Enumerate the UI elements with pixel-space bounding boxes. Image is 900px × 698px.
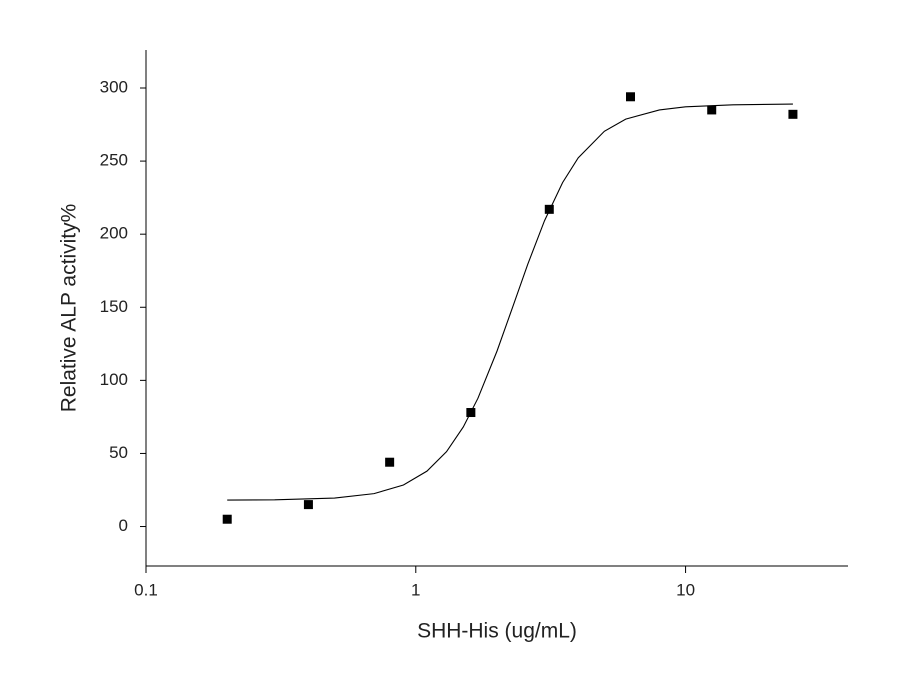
- x-axis-title: SHH-His (ug/mL): [417, 620, 577, 643]
- y-tick-label: 50: [109, 443, 128, 462]
- y-tick-label: 200: [100, 224, 128, 243]
- fit-curve: [227, 103, 793, 501]
- data-point: [303, 500, 313, 510]
- y-tick-label: 150: [100, 297, 128, 316]
- data-point: [788, 109, 798, 119]
- data-point: [707, 105, 717, 115]
- y-axis-title: Relative ALP activity%: [58, 204, 81, 413]
- data-point: [385, 457, 395, 467]
- x-tick-label: 1: [411, 580, 420, 599]
- y-tick-label: 100: [100, 370, 128, 389]
- x-tick-label: 10: [676, 580, 695, 599]
- y-tick-label: 0: [119, 516, 128, 535]
- y-tick-label: 300: [100, 77, 128, 96]
- y-tick-label: 250: [100, 151, 128, 170]
- x-tick-label: 0.1: [134, 580, 158, 599]
- data-point: [626, 92, 636, 102]
- data-point: [222, 514, 232, 524]
- data-point: [544, 204, 554, 214]
